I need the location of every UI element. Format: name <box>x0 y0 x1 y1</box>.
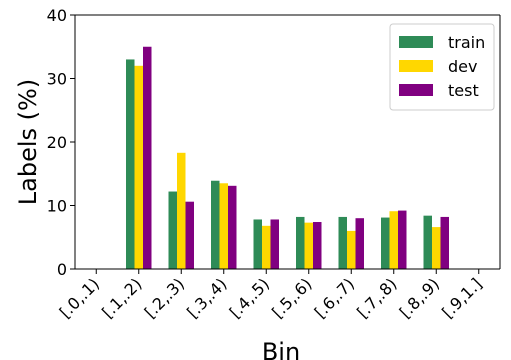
bar-test-8 <box>440 216 449 269</box>
bar-test-6 <box>355 218 364 269</box>
x-tick-label: [.4,.5) <box>226 274 273 321</box>
x-tick-label: [.2,.3) <box>141 274 188 321</box>
x-axis-title: Bin <box>262 338 300 360</box>
bar-test-4 <box>270 219 279 269</box>
legend-swatch-test <box>399 84 433 96</box>
y-tick-label: 0 <box>57 260 67 279</box>
bar-test-3 <box>228 185 237 269</box>
legend-label-test: test <box>448 81 479 100</box>
bar-dev-5 <box>304 222 313 269</box>
x-tick-label: [.8,.9) <box>396 274 443 321</box>
y-tick-label: 40 <box>47 6 67 25</box>
bar-train-7 <box>381 217 390 269</box>
bar-train-8 <box>423 215 432 269</box>
x-tick-label: [.0,.1) <box>56 274 103 321</box>
bar-train-4 <box>253 219 262 269</box>
bar-train-1 <box>126 59 135 270</box>
bar-test-5 <box>313 222 322 269</box>
y-axis-title: Labels (%) <box>14 79 42 205</box>
bar-test-1 <box>143 46 152 269</box>
y-tick-label: 30 <box>47 70 67 89</box>
bar-train-6 <box>338 216 347 269</box>
bar-dev-4 <box>262 225 271 269</box>
bar-dev-1 <box>134 65 143 269</box>
x-tick-label: [.1,.2) <box>98 274 145 321</box>
legend-label-dev: dev <box>448 57 477 76</box>
bar-dev-8 <box>432 227 441 269</box>
bar-dev-6 <box>347 230 356 269</box>
y-tick-label: 20 <box>47 133 67 152</box>
bar-dev-3 <box>219 183 228 269</box>
bar-test-7 <box>398 210 407 269</box>
x-tick-label: [.5,.6) <box>268 274 315 321</box>
bar-dev-7 <box>389 211 398 269</box>
bar-train-5 <box>296 216 305 269</box>
bar-test-2 <box>185 201 194 269</box>
bar-dev-2 <box>177 152 186 269</box>
y-tick-label: 10 <box>47 197 67 216</box>
bar-train-3 <box>211 180 220 269</box>
x-tick-label: [.9,1.] <box>438 274 485 321</box>
legend-swatch-train <box>399 36 433 48</box>
x-tick-label: [.6,.7) <box>311 274 358 321</box>
legend-swatch-dev <box>399 60 433 72</box>
legend: train dev test <box>389 23 495 111</box>
legend-label-train: train <box>448 33 485 52</box>
x-tick-label: [.7,.8) <box>353 274 400 321</box>
bar-train-2 <box>168 191 177 269</box>
x-tick-label: [.3,.4) <box>183 274 230 321</box>
bars-layer <box>126 46 449 270</box>
